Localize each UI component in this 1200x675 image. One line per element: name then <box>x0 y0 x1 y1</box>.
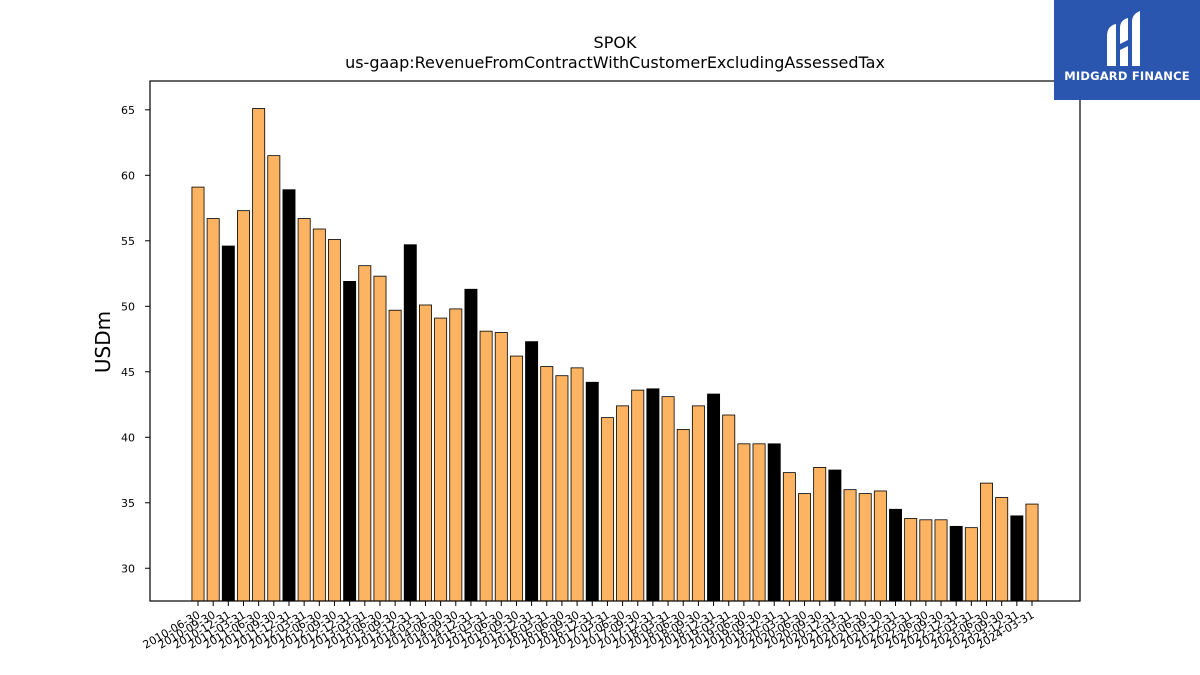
y-axis-label: USDm <box>91 311 115 373</box>
y-tick-label: 50 <box>121 300 135 313</box>
y-tick-label: 35 <box>121 497 135 510</box>
bar-2012-09-30 <box>328 239 341 602</box>
bar-2021-12-31 <box>889 508 902 602</box>
y-tick-label: 45 <box>121 366 135 379</box>
bar-2017-09-30 <box>631 389 645 602</box>
bar-2013-12-31 <box>403 244 417 602</box>
y-tick-label: 60 <box>121 169 135 182</box>
bar-2014-03-31 <box>418 304 432 602</box>
bar-2016-03-31 <box>540 366 554 602</box>
bar-2021-09-30 <box>873 490 887 602</box>
bar-2010-12-31 <box>221 245 235 602</box>
bar-2022-06-30 <box>919 519 933 602</box>
bar-2011-03-31 <box>237 210 250 602</box>
chart-subtitle: us-gaap:RevenueFromContractWithCustomerE… <box>345 53 885 72</box>
bar-2021-06-30 <box>858 493 872 602</box>
x-axis: 2010-06-302010-09-302010-12-312011-03-31… <box>141 601 1037 652</box>
bar-2010-09-30 <box>206 218 220 602</box>
bar-2015-12-31 <box>525 341 539 602</box>
bar-2017-03-31 <box>600 417 614 602</box>
bar-2023-12-31 <box>1010 515 1024 602</box>
bar-2013-03-31 <box>358 265 372 602</box>
bar-2011-06-30 <box>252 108 266 602</box>
y-tick-label: 40 <box>121 431 135 444</box>
bar-2017-06-30 <box>616 405 630 602</box>
bar-2020-12-31 <box>828 469 842 602</box>
bar-2011-12-31 <box>282 189 296 602</box>
bar-2023-03-31 <box>964 527 978 602</box>
bar-2019-12-31 <box>767 443 781 602</box>
bar-2023-09-30 <box>995 497 1009 602</box>
bar-2014-12-31 <box>464 288 478 602</box>
bar-2016-12-31 <box>585 381 599 602</box>
bar-2022-09-30 <box>934 519 948 602</box>
bar-2019-09-30 <box>752 443 766 602</box>
bar-2020-06-30 <box>798 493 812 602</box>
bar-2021-03-31 <box>843 489 857 602</box>
bar-2013-09-30 <box>388 309 402 602</box>
bar-2018-06-30 <box>676 429 690 602</box>
midgard-logo-icon <box>1107 11 1140 66</box>
bar-2018-09-30 <box>691 405 705 602</box>
bar-2012-06-30 <box>312 228 326 602</box>
y-tick-label: 55 <box>121 235 135 248</box>
bar-2018-03-31 <box>661 396 675 602</box>
bar-2019-06-30 <box>737 443 751 602</box>
bar-2012-12-31 <box>343 280 357 602</box>
bar-2015-09-30 <box>509 355 523 602</box>
bars-group <box>191 108 1039 602</box>
bar-2012-03-31 <box>297 218 311 602</box>
bar-2016-06-30 <box>555 375 569 602</box>
bar-2016-09-30 <box>570 367 584 602</box>
bar-2020-03-31 <box>782 472 796 602</box>
y-tick-label: 30 <box>121 562 135 575</box>
bar-2020-09-30 <box>813 466 827 602</box>
bar-2011-09-30 <box>267 155 281 602</box>
y-axis: 30 35 40 45 50 55 60 65 <box>121 104 150 575</box>
bar-2024-03-31 <box>1025 503 1039 602</box>
bar-2013-06-30 <box>373 275 387 602</box>
bar-2017-12-31 <box>646 388 660 602</box>
bar-2022-03-31 <box>904 518 918 602</box>
bar-2015-03-31 <box>479 330 493 602</box>
midgard-finance-logo: MIDGARD FINANCE <box>1054 0 1200 100</box>
chart-title: SPOK <box>594 33 637 52</box>
bar-2022-12-31 <box>949 525 963 602</box>
bar-2014-09-30 <box>449 308 463 602</box>
bar-2014-06-30 <box>434 317 448 602</box>
y-tick-label: 65 <box>121 104 135 117</box>
plot-frame <box>149 80 1081 602</box>
bar-2023-06-30 <box>980 482 993 602</box>
bar-2018-12-31 <box>707 393 721 602</box>
bar-2010-06-30 <box>191 186 205 602</box>
logo-text: MIDGARD FINANCE <box>1064 69 1190 83</box>
bar-2015-06-30 <box>494 332 508 602</box>
bar-2019-03-31 <box>722 414 736 602</box>
